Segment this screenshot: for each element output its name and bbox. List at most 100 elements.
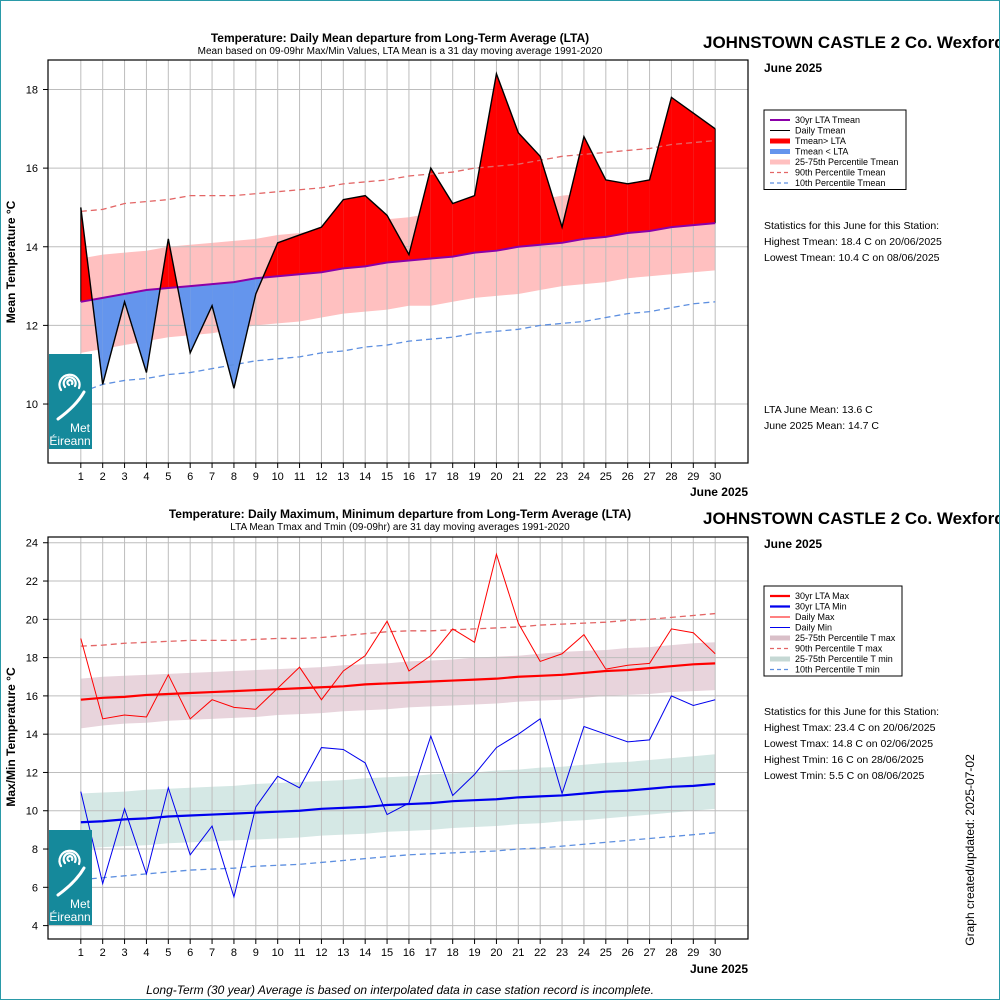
chart2-y-tick-label: 18 [26, 653, 38, 665]
chart1-x-tick-label: 23 [556, 471, 568, 483]
chart1-area-above-lta [583, 136, 606, 239]
chart1-line-10th-percentile [80, 301, 716, 393]
chart1-x-tick-label: 12 [315, 471, 327, 483]
chart1-month-label: June 2025 [764, 61, 822, 75]
chart1-area-above-lta [387, 215, 409, 263]
chart2-logo-text-eireann: Éireann [49, 909, 90, 924]
chart2-x-tick-label: 14 [359, 947, 371, 959]
chart1-x-tick-label: 7 [209, 471, 215, 483]
chart2-x-tick-label: 30 [709, 947, 721, 959]
chart2-stat-line: Highest Tmin: 16 C on 28/06/2025 [764, 754, 924, 766]
chart1-x-tick-label: 14 [359, 471, 371, 483]
chart2-stat-line: Lowest Tmin: 5.5 C on 08/06/2025 [764, 770, 924, 782]
chart2-y-tick-label: 4 [32, 921, 38, 933]
chart2-legend-label: 90th Percentile T max [795, 644, 883, 654]
chart1-area-above-lta [627, 179, 650, 233]
chart2-y-tick-label: 16 [26, 691, 38, 703]
chart2-x-tick-label: 10 [272, 947, 284, 959]
chart1-x-tick-label: 22 [534, 471, 546, 483]
chart1-y-axis-label: Mean Temperature °C [4, 200, 18, 323]
chart2-y-tick-label: 10 [26, 806, 38, 818]
chart2-x-tick-label: 15 [381, 947, 393, 959]
chart2-max-min-temperature: 1 2 3 4 5 6 7 8 9 10 11 12 13 14 15 16 17 18 19 20 21 22 23 24 2… [26, 536, 939, 959]
chart2-x-tick-label: 2 [100, 947, 106, 959]
chart2-x-tick-label: 29 [687, 947, 699, 959]
chart1-area-above-lta [343, 195, 366, 269]
chart2-line-90th-percentile-tmax [80, 612, 716, 647]
chart2-swirl-tail [56, 866, 86, 897]
chart1-area-above-lta [518, 132, 541, 247]
chart2-station-name: JOHNSTOWN CASTLE 2 Co. Wexford [703, 509, 1000, 528]
chart2-stat-line: Highest Tmax: 23.4 C on 20/06/2025 [764, 722, 936, 734]
chart2-y-tick-label: 20 [26, 614, 38, 626]
chart1-logo-text-eireann: Éireann [49, 433, 90, 448]
chart1-line-90th-percentile [80, 139, 716, 213]
chart2-legend-label: 30yr LTA Max [795, 591, 850, 601]
chart1-x-tick-label: 5 [165, 471, 171, 483]
chart2-swirl-inner [66, 855, 74, 863]
chart2-title: Temperature: Daily Maximum, Minimum depa… [169, 507, 631, 521]
chart2-x-tick-label: 8 [231, 947, 237, 959]
chart2-line-daily-min [80, 695, 716, 899]
chart2-x-tick-label: 6 [187, 947, 193, 959]
chart2-month-label: June 2025 [764, 537, 822, 551]
chart1-logo-background [49, 354, 92, 449]
chart1-x-tick-label: 13 [337, 471, 349, 483]
chart2-legend-label: 25-75th Percentile T min [795, 654, 893, 664]
chart2-stat-line: Statistics for this June for this Statio… [764, 706, 939, 718]
chart2-y-tick-label: 6 [32, 882, 38, 894]
chart2-x-tick-label: 24 [578, 947, 590, 959]
chart1-legend-label: Tmean> LTA [795, 136, 846, 146]
chart2-swirl-outer [58, 849, 81, 868]
chart1-subtitle: Mean based on 09-09hr Max/Min Values, LT… [198, 46, 603, 57]
chart2-x-tick-label: 19 [468, 947, 480, 959]
chart2-legend-label: 30yr LTA Min [795, 602, 847, 612]
chart1-legend-label: 25-75th Percentile Tmean [795, 157, 898, 167]
chart1-swirl-outer [58, 373, 81, 392]
chart2-x-tick-label: 3 [122, 947, 128, 959]
chart1-area-above-lta [474, 73, 497, 253]
chart1-area-above-lta [277, 234, 300, 277]
chart2-x-tick-label: 25 [600, 947, 612, 959]
chart2-logo-background [49, 830, 92, 925]
chart1-x-tick-label: 21 [512, 471, 524, 483]
chart1-x-tick-label: 3 [122, 471, 128, 483]
chart2-x-tick-label: 13 [337, 947, 349, 959]
chart1-area-above-lta [649, 97, 672, 232]
chart2-swirl-mid [62, 852, 77, 865]
chart2-x-tick-label: 16 [403, 947, 415, 959]
chart1-met-eireann-swirl-icon [56, 373, 86, 421]
chart2-line-lta-max [80, 662, 716, 701]
chart2-x-tick-label: 9 [253, 947, 259, 959]
chart2-x-tick-label: 4 [143, 947, 149, 959]
chart1-y-tick-label: 10 [26, 399, 38, 411]
chart1-logo-text-met: Met [70, 421, 91, 435]
chart1-x-tick-label: 11 [294, 471, 305, 483]
chart1-x-tick-label: 1 [78, 471, 84, 483]
chart2-logo-text-met: Met [70, 897, 91, 911]
chart1-swirl-tail [56, 390, 86, 421]
chart2-y-tick-label: 12 [26, 767, 38, 779]
chart2-y-tick-label: 24 [26, 538, 38, 550]
chart1-y-tick-label: 14 [26, 242, 38, 254]
chart1-area-above-lta [562, 136, 584, 243]
chart2-legend-label: Daily Max [795, 612, 835, 622]
chart1-y-tick-label: 12 [26, 320, 38, 332]
chart1-x-tick-label: 4 [143, 471, 149, 483]
chart1-x-tick-label: 6 [187, 471, 193, 483]
chart1-swirl-inner [66, 379, 74, 387]
chart1-means-stat-line: LTA June Mean: 13.6 C [764, 404, 873, 416]
chart1-x-tick-label: 10 [272, 471, 284, 483]
chart2-legend-label: Daily Min [795, 623, 832, 633]
chart1-area-above-lta [430, 168, 453, 259]
chart1-x-tick-label: 16 [403, 471, 415, 483]
chart2-x-tick-label: 22 [534, 947, 546, 959]
chart1-x-tick-label: 15 [381, 471, 393, 483]
chart2-x-tick-label: 21 [512, 947, 524, 959]
chart1-area-above-lta [299, 227, 322, 275]
chart1-line-daily-tmean [80, 71, 716, 389]
chart2-y-tick-label: 22 [26, 576, 38, 588]
